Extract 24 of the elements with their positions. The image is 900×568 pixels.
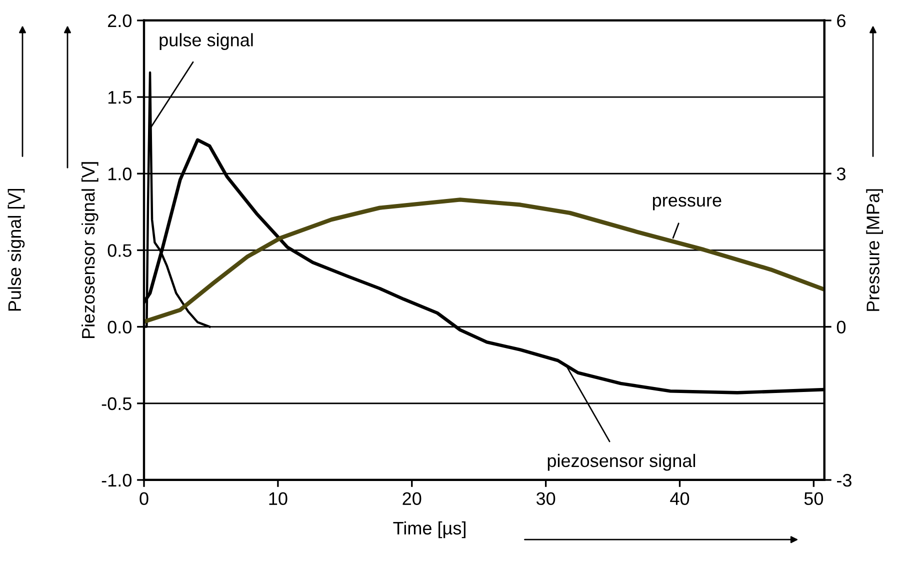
y-tick-label: 0.5 [108,244,132,257]
x-tick-label: 0 [140,492,148,506]
x-axis-title: Time [µs] [393,521,466,538]
x-tick-label: 40 [670,492,690,506]
annotation: piezosensor signal [548,454,696,471]
annotation: pulse signal [160,33,253,50]
text: Pulse signal [V] [8,188,25,311]
x-tick-label: 10 [269,492,288,506]
y-tick-label: -1.0 [102,474,132,487]
y2-tick-label: 0 [836,320,846,334]
y2-axis-title: Pressure [MPa] [866,189,883,311]
y-tick-label: 1.5 [108,91,132,104]
annotation: pressure [652,196,722,210]
y2-tick-label: 3 [836,168,846,180]
y-axis-title: Piezosensor signal [V] [81,162,98,338]
y2-tick-label: 6 [837,14,846,28]
y-tick-label: 2.0 [108,14,132,28]
x-tick-label: 20 [402,492,422,506]
y2-tick-label: -3 [837,474,852,487]
y-tick-label: 0.0 [108,320,132,334]
x-tick-label: 30 [536,492,556,506]
y-tick-label: -0.5 [102,397,132,410]
x-tick-label: 50 [804,492,824,506]
y-tick-label: 1.0 [108,168,132,180]
